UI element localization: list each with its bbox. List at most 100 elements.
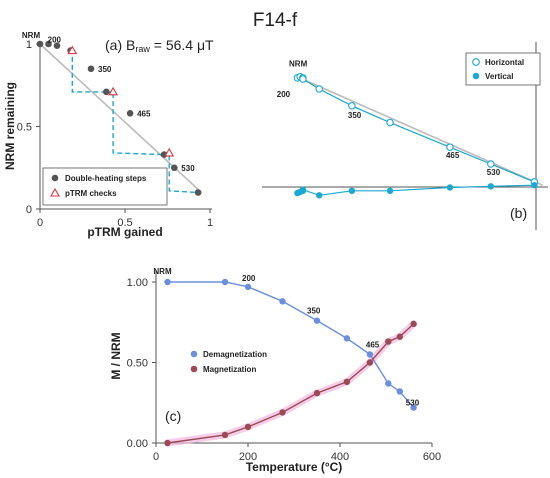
b-legend-box [465, 52, 541, 86]
c-y-tick-label: 0.50 [127, 358, 148, 370]
a-point-label: 200 [48, 36, 62, 45]
c-x-tick-label: 400 [331, 451, 349, 463]
c-mag-point [410, 320, 417, 328]
c-legend-marker-mag [190, 365, 198, 373]
b-legend-label-horizontal: Horizontal [485, 58, 524, 67]
a-point-label: 350 [98, 65, 112, 74]
a-legend-marker-checks [50, 187, 60, 197]
c-plot-area: 0 200 400 600 0.00 0.50 1.00 NRM 200 350 465 530 [127, 267, 442, 463]
c-x-tick-label: 600 [423, 451, 441, 463]
b-horizontal-point [386, 118, 394, 127]
a-step-point [171, 164, 178, 172]
b-plot-area: NRM 200 350 465 530 [277, 60, 543, 199]
c-point-label: 465 [366, 340, 380, 349]
a-annotation-value: = 56.4 μT [150, 37, 214, 53]
b-vertical-point [316, 192, 323, 199]
a-step-point [36, 40, 44, 48]
c-mag-point [385, 338, 392, 345]
c-legend-label-mag: Magnetization [203, 365, 256, 374]
a-y-tick-label: 0.5 [17, 122, 32, 134]
c-mag-point [343, 378, 351, 386]
a-y-tick-label: 0 [26, 204, 32, 216]
b-horizontal-point [299, 75, 307, 83]
c-legend-label-demag: Demagnetization [203, 350, 267, 359]
c-demag-point [410, 404, 417, 411]
b-vertical-point [386, 187, 394, 195]
a-step-point [45, 40, 52, 48]
b-vertical-point [446, 184, 454, 191]
a-step-point [194, 189, 202, 196]
c-demag-point [313, 317, 321, 324]
c-y-tick-label: 0.00 [127, 438, 148, 450]
b-vertical-point [348, 187, 356, 195]
c-x-label: Temperature (°C) [246, 460, 343, 474]
b-vertical-point [299, 186, 307, 193]
c-x-tick-label: 200 [239, 451, 257, 463]
c-mag-point [366, 359, 374, 366]
a-x-tick-label: 0.5 [117, 217, 132, 229]
a-check-point [67, 45, 78, 55]
a-annotation-sub: raw [135, 44, 150, 54]
a-step-point [103, 88, 110, 96]
panel-c: 0 200 400 600 0.00 0.50 1.00 NRM 200 350 465 530 (c… [109, 267, 441, 474]
c-legend-marker-demag [190, 350, 198, 358]
a-annotation-b: B [126, 37, 135, 53]
a-point-label: 530 [181, 164, 195, 173]
c-demag-line [167, 281, 415, 409]
a-step-point [126, 110, 134, 117]
c-mag-point [164, 439, 171, 447]
c-demag-point [343, 335, 351, 342]
c-mag-line [167, 323, 415, 444]
b-vertical-point [531, 182, 538, 189]
b-legend-marker-vertical [472, 72, 480, 80]
c-mag-point [244, 423, 252, 431]
c-demag-point [279, 298, 286, 305]
c-demag-point [221, 278, 229, 286]
b-horizontal-point [315, 85, 323, 93]
a-annotation: (a) Braw = 56.4 μT [105, 37, 214, 54]
b-point-label: 200 [277, 90, 291, 99]
b-horizontal-point [348, 102, 356, 110]
b-vertical-point [487, 183, 494, 190]
a-legend: Double-heating steps pTRM checks [42, 167, 168, 206]
b-annotation: (b) [510, 205, 527, 221]
a-y-tick-label: 1 [26, 39, 32, 51]
a-legend-label-steps: Double-heating steps [65, 174, 147, 183]
a-step-point [53, 42, 61, 49]
c-annotation: (c) [165, 408, 181, 424]
b-point-label: 465 [446, 151, 460, 160]
c-point-label: 350 [307, 307, 321, 316]
a-x-tick-label: 1 [207, 217, 213, 229]
c-demag-point [164, 278, 171, 286]
c-mag-point [313, 389, 321, 397]
b-horizontal-point [487, 160, 495, 168]
a-check-point [108, 86, 119, 96]
a-point-label: NRM [22, 31, 41, 40]
a-step-point [87, 65, 95, 73]
b-legend-marker-horizontal [472, 58, 480, 66]
c-mag-point [221, 431, 229, 439]
c-mag-point [279, 409, 286, 416]
a-legend-box [42, 167, 168, 206]
b-point-label: 350 [348, 111, 362, 120]
b-legend-label-vertical: Vertical [485, 72, 513, 81]
c-demag-point [385, 380, 392, 387]
c-demag-point [244, 283, 252, 291]
a-y-label: NRM remaining [3, 82, 17, 170]
panel-b: NRM 200 350 465 530 (b) Horizontal Vertical [262, 42, 548, 230]
c-mag-point [396, 333, 403, 340]
b-horizontal-point [446, 143, 454, 151]
a-x-tick-label: 0 [37, 217, 43, 229]
c-y-tick-label: 1.00 [127, 277, 148, 289]
c-demag-point [366, 351, 374, 358]
b-legend: Horizontal Vertical [465, 52, 541, 86]
a-x-label: pTRM gained [87, 225, 162, 239]
a-legend-marker-steps [51, 174, 59, 182]
c-y-label: M / NRM [109, 332, 123, 379]
a-check-line [106, 91, 165, 156]
figure-title: F14-f [253, 10, 298, 31]
a-check-point [164, 147, 175, 157]
